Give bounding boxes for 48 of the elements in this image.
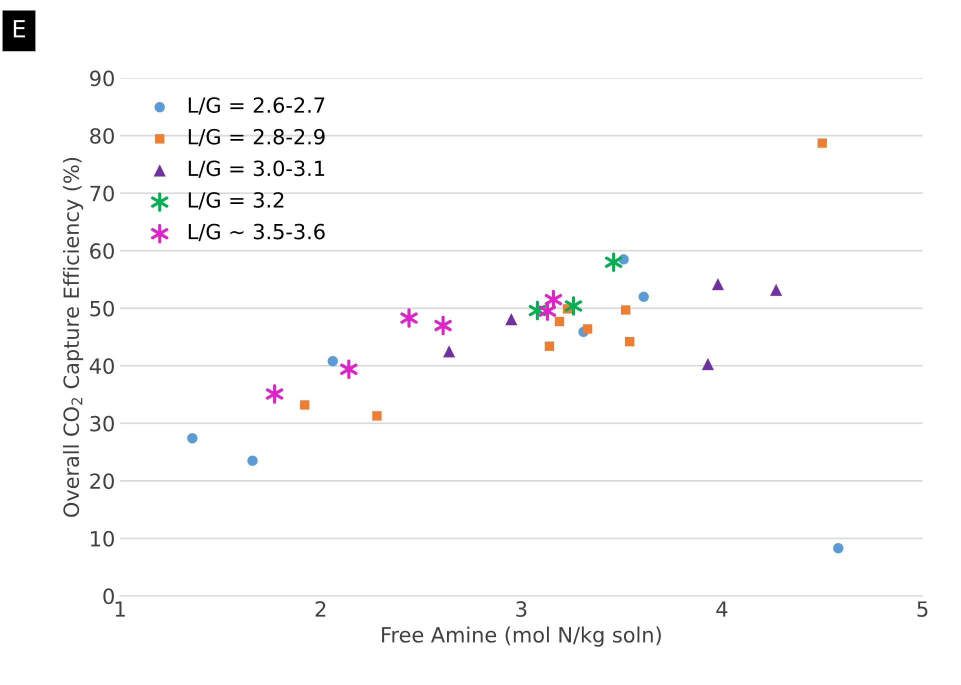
- point: [554, 316, 564, 326]
- point: [564, 296, 582, 316]
- point: [638, 292, 649, 302]
- point: [544, 342, 554, 351]
- point: [505, 313, 518, 326]
- point: [818, 138, 827, 148]
- point: [625, 336, 634, 346]
- y-axis-title: Overall CO$_{2}$ Capture Efficiency (%): [62, 158, 84, 517]
- point: [372, 411, 382, 421]
- point: [340, 359, 358, 379]
- point: [400, 308, 418, 328]
- point: [544, 290, 562, 310]
- point: [702, 358, 714, 370]
- legend-label: L/G = 2.6-2.7: [188, 97, 324, 115]
- legend-label: L/G = 2.8-2.9: [188, 128, 325, 146]
- y-tick-label: 40: [90, 358, 114, 374]
- x-tick-label: 3: [516, 601, 526, 617]
- point: [328, 356, 338, 366]
- y-tick-label: 90: [90, 70, 114, 86]
- x-tick-label: 2: [316, 601, 326, 617]
- point: [770, 284, 782, 296]
- x-axis-title: Free Amine (mol N/kg soln): [382, 626, 661, 647]
- legend-label: L/G ~ 3.5-3.6: [188, 224, 325, 242]
- y-tick-label: 50: [90, 300, 114, 316]
- point: [187, 433, 198, 444]
- x-tick-label: 5: [918, 601, 928, 617]
- point: [621, 305, 630, 315]
- point: [443, 345, 456, 358]
- y-tick-label: 70: [90, 186, 114, 202]
- y-tick-label: 10: [91, 530, 114, 547]
- legend-label: L/G = 3.2: [188, 192, 284, 210]
- point: [300, 400, 310, 410]
- point: [712, 278, 724, 290]
- y-tick-label: 30: [90, 416, 114, 432]
- point: [604, 252, 622, 272]
- y-tick-label: 20: [90, 473, 114, 490]
- point: [434, 316, 452, 336]
- y-tick-label: 0: [103, 588, 114, 604]
- legend-label: L/G = 3.0-3.1: [188, 160, 324, 178]
- y-tick-label: 60: [90, 243, 114, 259]
- x-tick-label: 4: [716, 601, 728, 617]
- x-tick-label: 1: [116, 601, 125, 617]
- point: [247, 456, 258, 466]
- point: [833, 543, 844, 554]
- point: [582, 324, 592, 334]
- point: [266, 384, 284, 404]
- y-tick-label: 80: [90, 128, 114, 144]
- text: E: [14, 20, 25, 38]
